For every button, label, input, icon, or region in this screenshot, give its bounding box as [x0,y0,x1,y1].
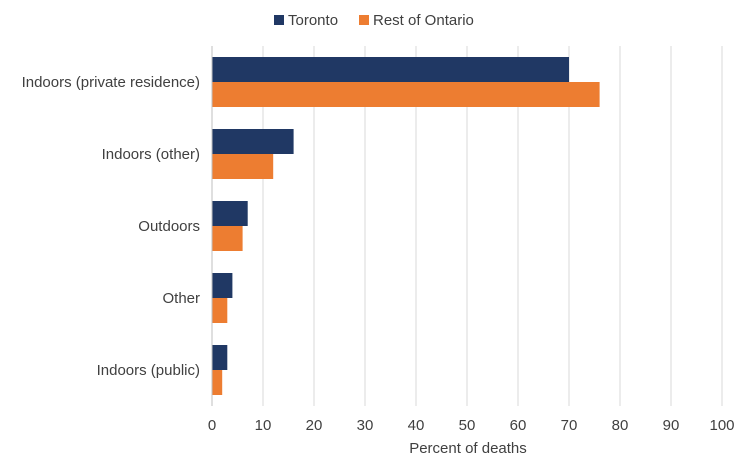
x-axis-title: Percent of deaths [409,440,527,457]
x-tick-labels: 0 10 20 30 40 50 60 70 80 90 100 [208,417,735,434]
bar [212,273,233,298]
bar [212,154,274,179]
bar [212,201,248,226]
x-tick-label: 10 [255,417,272,434]
x-tick-label: 100 [709,417,734,434]
x-tick-label: 0 [208,417,216,434]
category-label: Outdoors [138,218,200,235]
bar [212,226,243,251]
x-tick-label: 30 [357,417,374,434]
x-tick-label: 70 [561,417,578,434]
category-label: Indoors (other) [102,146,200,163]
x-tick-label: 90 [663,417,680,434]
bar [212,82,600,107]
legend-swatch-toronto [274,15,284,25]
x-tick-label: 40 [408,417,425,434]
legend-swatch-rest-of-ontario [359,15,369,25]
bar [212,298,228,323]
x-tick-label: 60 [510,417,527,434]
category-label: Indoors (public) [97,362,200,379]
x-tick-label: 80 [612,417,629,434]
bar [212,129,294,154]
category-label: Other [162,290,200,307]
x-tick-label: 20 [306,417,323,434]
category-labels: Indoors (private residence) Indoors (othe… [22,74,200,379]
legend-label-toronto: Toronto [288,12,338,29]
legend: Toronto Rest of Ontario [274,12,474,29]
bar [212,57,569,82]
category-label: Indoors (private residence) [22,74,200,91]
bars [212,57,600,395]
x-tick-label: 50 [459,417,476,434]
legend-label-rest-of-ontario: Rest of Ontario [373,12,474,29]
bar [212,370,223,395]
bar [212,345,228,370]
